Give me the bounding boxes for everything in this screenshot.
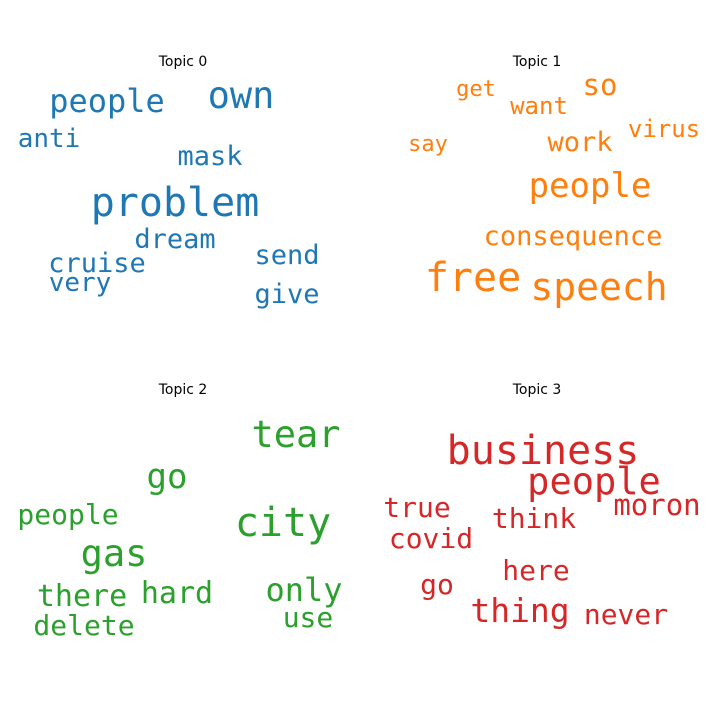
word-covid: covid <box>389 522 473 555</box>
topic-title-3: Topic 3 <box>512 382 562 398</box>
topic-title-1: Topic 1 <box>512 54 562 70</box>
word-get: get <box>456 77 496 102</box>
word-moron: moron <box>613 488 700 522</box>
topic-panel-1: Topic 1 free speech people consequence s… <box>408 54 700 309</box>
word-go: go <box>147 457 188 497</box>
word-city: city <box>235 500 331 546</box>
word-anti: anti <box>18 124 81 154</box>
word-people: people <box>49 82 165 120</box>
topic-2-words: city tear gas go only hard there people … <box>17 413 342 642</box>
word-true: true <box>383 491 450 524</box>
word-tear: tear <box>251 413 340 456</box>
word-work: work <box>547 127 612 158</box>
word-gas: gas <box>81 532 148 575</box>
topic-title-2: Topic 2 <box>158 382 208 398</box>
topic-3-words: business people thing moron think true c… <box>383 428 700 631</box>
word-virus: virus <box>628 115 700 143</box>
word-dream: dream <box>134 224 215 255</box>
word-want: want <box>510 92 568 120</box>
word-thing: thing <box>470 591 569 630</box>
topic-title-0: Topic 0 <box>158 54 208 70</box>
word-hard: hard <box>141 576 213 611</box>
word-send: send <box>254 240 319 271</box>
word-business: business <box>447 428 640 474</box>
word-people: people <box>527 460 661 503</box>
word-delete: delete <box>33 609 134 642</box>
word-go: go <box>420 568 454 601</box>
word-there: there <box>37 579 127 614</box>
word-own: own <box>208 74 275 117</box>
word-so: so <box>583 68 618 102</box>
word-think: think <box>492 502 576 535</box>
topic-panel-2: Topic 2 city tear gas go only hard there… <box>17 382 342 642</box>
topic-panel-3: Topic 3 business people thing moron thin… <box>383 382 700 631</box>
word-problem: problem <box>91 180 260 226</box>
word-people: people <box>17 498 118 531</box>
word-speech: speech <box>530 265 667 309</box>
word-here: here <box>502 554 569 587</box>
topic-0-words: problem own people mask send dream give … <box>18 74 320 310</box>
word-consequence: consequence <box>484 221 663 252</box>
word-people: people <box>529 166 652 206</box>
topic-panel-0: Topic 0 problem own people mask send dre… <box>18 54 320 310</box>
word-only: only <box>265 571 342 609</box>
word-mask: mask <box>177 141 242 172</box>
word-very: very <box>49 268 112 298</box>
word-never: never <box>584 598 668 631</box>
topic-1-words: free speech people consequence so work w… <box>408 68 700 309</box>
word-use: use <box>283 601 334 634</box>
word-free: free <box>425 255 521 301</box>
word-cruise: cruise <box>48 248 146 279</box>
word-give: give <box>254 279 319 310</box>
word-say: say <box>408 132 448 157</box>
